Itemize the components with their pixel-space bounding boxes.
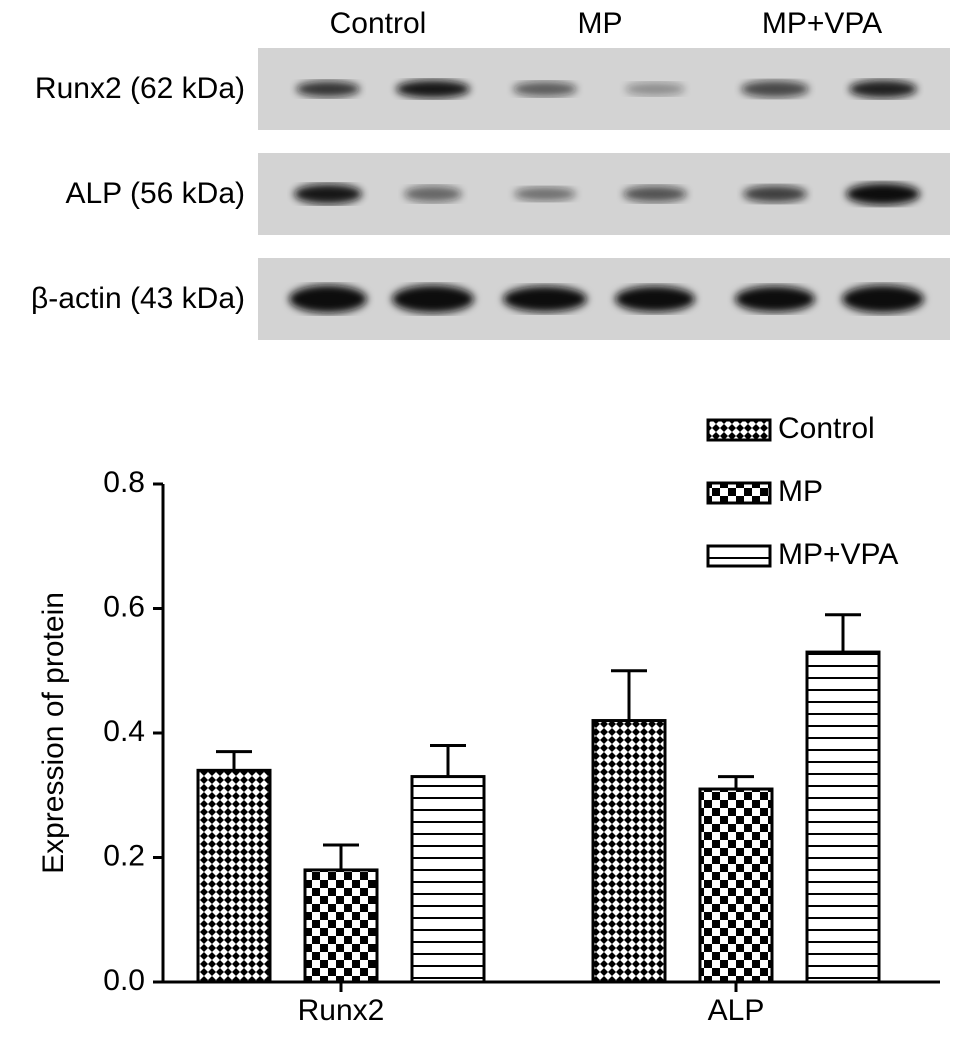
legend-label: MP+VPA	[778, 538, 898, 571]
bar	[591, 719, 667, 984]
blot-band	[849, 80, 917, 98]
bar	[196, 768, 272, 984]
blot-band	[296, 81, 360, 97]
y-tick-label: 0.8	[103, 466, 145, 499]
blot-band	[615, 286, 695, 312]
blot-row-label: ALP (56 kDa)	[65, 177, 245, 210]
blot-band	[396, 80, 470, 98]
blot-band	[735, 286, 815, 312]
lane-group-label: MP+VPA	[762, 7, 882, 40]
blot-band	[503, 286, 587, 312]
legend-label: MP	[778, 475, 823, 508]
blot-band	[623, 186, 687, 202]
bar	[303, 868, 379, 984]
y-tick-label: 0.4	[103, 715, 145, 748]
blot-band	[294, 184, 362, 204]
blot-band	[514, 187, 576, 201]
blot-row-label: Runx2 (62 kDa)	[35, 72, 245, 105]
legend-swatch	[706, 544, 772, 568]
y-axis-label: Expression of protein	[37, 592, 70, 874]
blot-band	[625, 82, 685, 96]
legend-swatch	[706, 481, 772, 505]
legend-label: Control	[778, 412, 875, 445]
error-bar	[430, 743, 466, 777]
x-tick-label: ALP	[708, 994, 765, 1027]
legend-swatch	[706, 418, 772, 442]
error-bar	[825, 613, 861, 653]
blot-band	[289, 285, 367, 313]
blot-band	[513, 81, 577, 97]
blot-row-label: β-actin (43 kDa)	[31, 282, 245, 315]
error-bar	[216, 750, 252, 771]
error-bar	[611, 669, 647, 721]
blot-band	[392, 285, 474, 313]
bar	[698, 787, 774, 984]
lane-group-label: Control	[330, 7, 427, 40]
y-tick-label: 0.6	[103, 590, 145, 623]
y-tick-label: 0.2	[103, 839, 145, 872]
blot-panel	[258, 153, 950, 235]
bar	[805, 650, 881, 984]
blot-band	[404, 186, 462, 202]
x-tick-label: Runx2	[298, 994, 385, 1027]
error-bar	[718, 775, 754, 790]
y-tick-label: 0.0	[103, 964, 145, 997]
blot-panel	[258, 258, 950, 340]
chart: Expression of protein 0.0 0.2 0.4 0.6 0.8 Run…	[37, 412, 940, 1027]
western-blot: Control MP MP+VPA Runx2 (62 kDa) ALP (56 kDa…	[31, 7, 950, 340]
blot-panel	[258, 48, 950, 130]
error-bar	[323, 843, 359, 870]
blot-band	[743, 185, 807, 203]
blot-band	[842, 285, 924, 313]
lane-group-label: MP	[578, 7, 623, 40]
blot-band	[741, 80, 809, 98]
bar	[410, 775, 486, 984]
blot-band	[846, 183, 920, 205]
